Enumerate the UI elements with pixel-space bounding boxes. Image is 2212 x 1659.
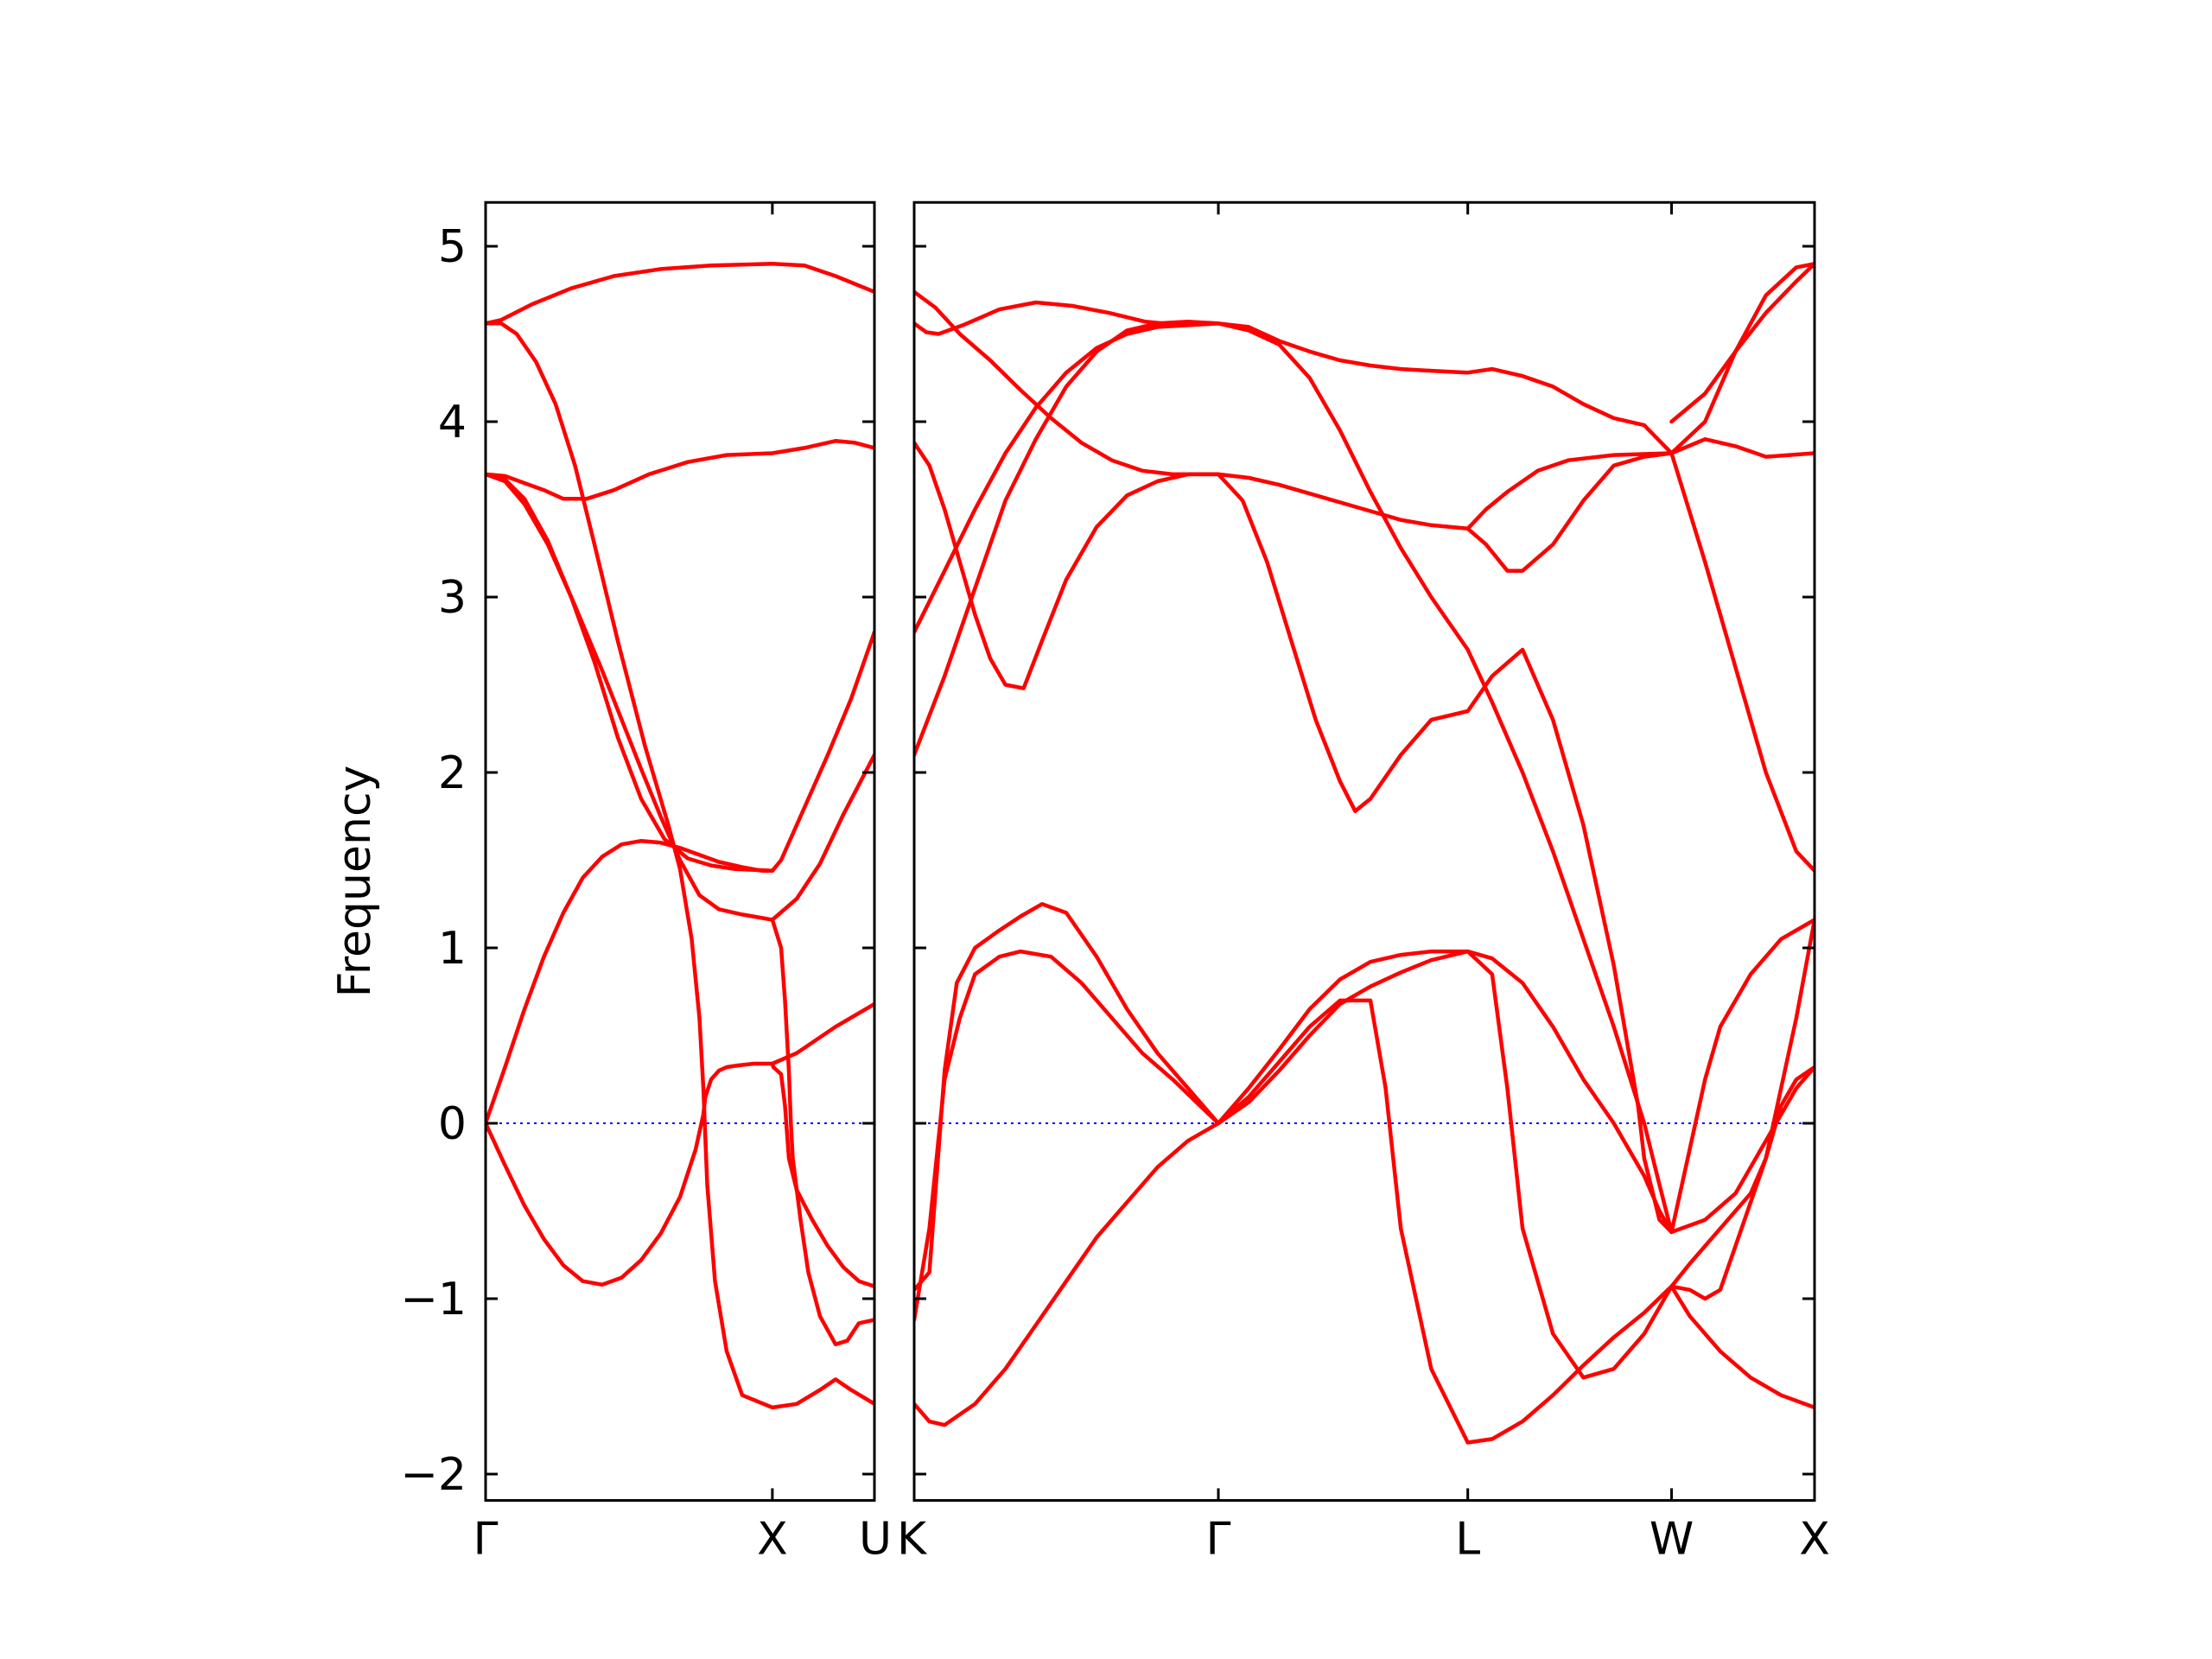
- x-tick-label: U: [859, 1513, 892, 1565]
- x-tick-label: X: [1799, 1513, 1830, 1565]
- band-line-2: [486, 321, 874, 1410]
- y-tick-label: −1: [400, 1274, 467, 1325]
- x-tick-label: K: [897, 1513, 928, 1565]
- band-line-7: [914, 998, 1674, 1445]
- band-line-7: [486, 1001, 874, 1287]
- band-line-3: [914, 441, 1221, 690]
- band-line-4: [914, 321, 1470, 634]
- band-line-13: [1669, 262, 1815, 424]
- band-line-3: [486, 439, 874, 501]
- band-line-10: [1465, 437, 1815, 531]
- band-line-5: [914, 320, 1674, 1235]
- x-tick-label: Γ: [1206, 1513, 1231, 1565]
- x-tick-label: X: [757, 1513, 788, 1565]
- band-line-8: [914, 949, 1674, 1380]
- panel-frame: [484, 200, 876, 1502]
- band-line-12: [1465, 451, 1815, 873]
- band-line-9: [770, 1061, 874, 1289]
- band-line-1: [914, 289, 1470, 531]
- x-tick-label: L: [1455, 1513, 1480, 1565]
- band-line-15: [1669, 1284, 1815, 1410]
- band-line-1: [486, 262, 874, 326]
- y-tick-label: 4: [438, 397, 467, 448]
- y-tick-label: 3: [438, 572, 467, 624]
- band-line-14: [1669, 918, 1815, 1301]
- y-tick-label: 2: [438, 747, 467, 799]
- y-axis: −2 −1 0 1 2 3 4 5: [400, 221, 467, 1501]
- y-tick-label: 1: [438, 923, 467, 975]
- y-tick-label: 5: [438, 221, 467, 273]
- y-tick-label: 0: [438, 1098, 467, 1150]
- band-line-8: [770, 918, 874, 1347]
- panel-frame: [912, 200, 1816, 1502]
- band-line-16: [1669, 1065, 1815, 1289]
- x-tick-label: W: [1649, 1513, 1694, 1565]
- y-tick-label: −2: [400, 1449, 467, 1501]
- band-group: [914, 262, 1815, 1445]
- band-line-6: [486, 838, 775, 1126]
- band-line-9: [1216, 472, 1815, 1235]
- band-group: [486, 262, 874, 1410]
- band-line-6: [914, 902, 1674, 1293]
- band-line-11: [1465, 262, 1815, 455]
- y-axis-label: Frequency: [329, 766, 381, 998]
- band-line-17: [1669, 918, 1815, 1235]
- x-tick-label: Γ: [474, 1513, 499, 1565]
